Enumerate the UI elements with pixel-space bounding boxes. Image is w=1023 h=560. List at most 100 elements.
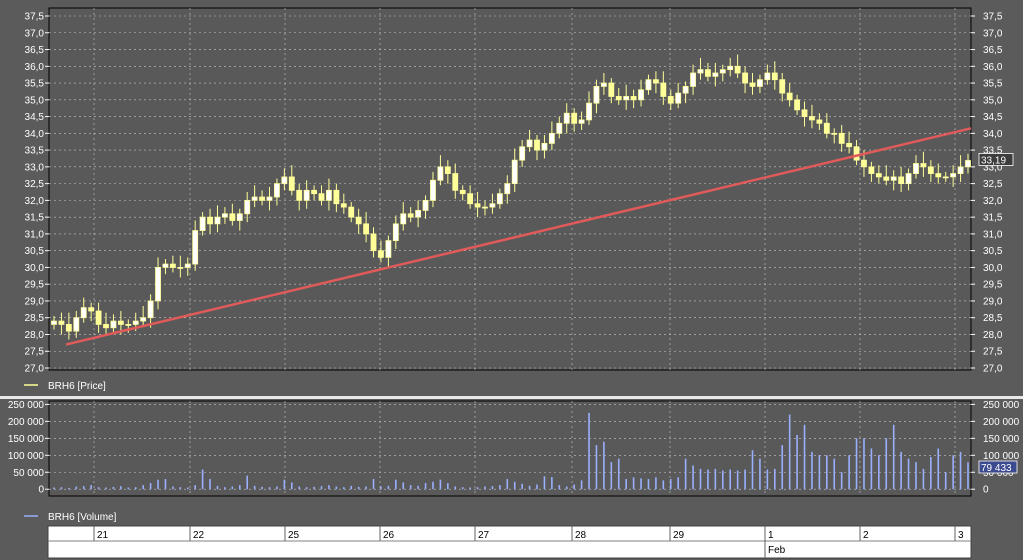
candle-body <box>88 307 95 312</box>
candle-body <box>905 173 912 185</box>
volume-yaxis-left: 250 000 200 000 150 000 100 000 50 000 0 <box>8 400 49 496</box>
candle-body <box>965 160 971 168</box>
candle-body <box>548 132 555 144</box>
candle-body <box>452 173 459 191</box>
price-tick-label: 29,5 <box>983 280 1003 291</box>
candle-body <box>786 92 793 101</box>
candle-body <box>831 132 838 135</box>
candle-body <box>861 159 867 168</box>
candle-body <box>630 96 637 101</box>
price-tick-label: 29,0 <box>25 296 45 307</box>
price-tick-label: 36,0 <box>983 62 1003 73</box>
candle-body <box>236 213 243 221</box>
volume-bars <box>53 412 969 490</box>
candle-body <box>348 206 355 218</box>
candle-body <box>392 223 399 242</box>
candle-body <box>296 189 303 201</box>
panel-separator[interactable] <box>0 396 1023 399</box>
candle-body <box>155 267 161 302</box>
time-axis-label: 28 <box>575 530 587 541</box>
price-tick-label: 27,5 <box>25 347 45 358</box>
volume-grid <box>49 401 971 496</box>
candle-body <box>846 142 853 148</box>
candle-body <box>459 189 466 195</box>
price-tick-label: 29,0 <box>983 296 1003 307</box>
price-tick-label: 33,0 <box>983 162 1003 173</box>
candle-body <box>222 213 228 218</box>
price-tick-label: 32,5 <box>25 179 45 190</box>
price-tick-label: 34,0 <box>983 129 1003 140</box>
candle-body <box>645 79 652 91</box>
candle-body <box>942 176 949 179</box>
trendline[interactable] <box>65 127 972 346</box>
candle-body <box>511 159 518 185</box>
price-tick-label: 36,5 <box>25 45 45 56</box>
candle-body <box>586 102 592 121</box>
price-tick-label: 30,0 <box>25 263 45 274</box>
price-tick-label: 35,0 <box>983 95 1003 106</box>
time-axis-label: 2 <box>863 530 869 541</box>
price-tick-label: 30,5 <box>983 246 1003 257</box>
price-tick-label: 30,5 <box>25 246 45 257</box>
price-tick-label: 37,0 <box>983 28 1003 39</box>
candle-body <box>809 116 815 121</box>
price-last-value: 33,19 <box>981 155 1006 166</box>
candle-body <box>266 196 273 201</box>
candle-body <box>355 216 362 225</box>
candle-body <box>73 317 80 332</box>
candle-body <box>103 324 109 329</box>
volume-last-value-badge: 79 433 <box>978 460 1018 474</box>
candle-body <box>400 213 407 225</box>
candle-body <box>318 193 325 201</box>
candle-body <box>705 69 711 77</box>
candle-body <box>838 132 845 144</box>
price-tick-label: 28,5 <box>983 313 1003 324</box>
volume-last-value: 79 433 <box>981 463 1012 474</box>
price-tick-label: 31,5 <box>25 213 45 224</box>
candle-body <box>682 86 689 94</box>
price-yaxis-left: 27,0 27,5 28,0 28,5 29,0 29,5 30,0 30,5 31,0 31,5… <box>25 12 49 375</box>
candle-body <box>779 79 786 94</box>
candle-body <box>898 176 905 185</box>
candle-body <box>311 189 317 195</box>
candle-body <box>950 173 957 178</box>
price-tick-label: 34,0 <box>25 129 45 140</box>
volume-tick-label: 0 <box>983 485 989 496</box>
candle-body <box>757 79 763 87</box>
price-tick-label: 32,0 <box>983 196 1003 207</box>
candle-body <box>147 300 154 319</box>
price-yaxis-right: 27,0 27,5 28,0 28,5 29,0 29,5 30,0 30,5 31,0 31,5… <box>971 12 1003 375</box>
volume-tick-label: 150 000 <box>8 434 45 445</box>
price-tick-label: 35,5 <box>983 79 1003 90</box>
candle-body <box>326 189 332 201</box>
candle-body <box>51 320 57 325</box>
candle-body <box>207 216 213 225</box>
candle-body <box>541 142 548 151</box>
time-axis[interactable] <box>47 525 972 559</box>
candle-body <box>140 317 147 322</box>
candle-body <box>771 72 778 81</box>
price-tick-label: 28,5 <box>25 313 45 324</box>
candle-body <box>378 250 384 258</box>
price-tick-label: 27,0 <box>983 364 1003 375</box>
candle-body <box>667 96 674 104</box>
time-axis-label: 1 <box>768 530 774 541</box>
time-axis-labels: 21 22 25 26 27 28 29 1 2 3 <box>93 526 964 541</box>
price-tick-label: 33,0 <box>25 162 45 173</box>
candle-body <box>727 65 734 71</box>
candle-body <box>244 199 251 215</box>
volume-tick-label: 250 000 <box>8 400 45 411</box>
month-label: Feb <box>768 545 786 556</box>
candle-body <box>489 203 496 208</box>
candle-body <box>653 79 659 84</box>
price-tick-label: 28,0 <box>25 330 45 341</box>
candle-body <box>184 263 191 268</box>
candle-body <box>697 69 704 74</box>
candle-body <box>794 99 800 111</box>
candle-body <box>519 146 526 161</box>
price-tick-label: 36,0 <box>25 62 45 73</box>
candle-body <box>571 112 578 124</box>
volume-tick-label: 150 000 <box>983 434 1020 445</box>
candle-body <box>853 146 860 161</box>
